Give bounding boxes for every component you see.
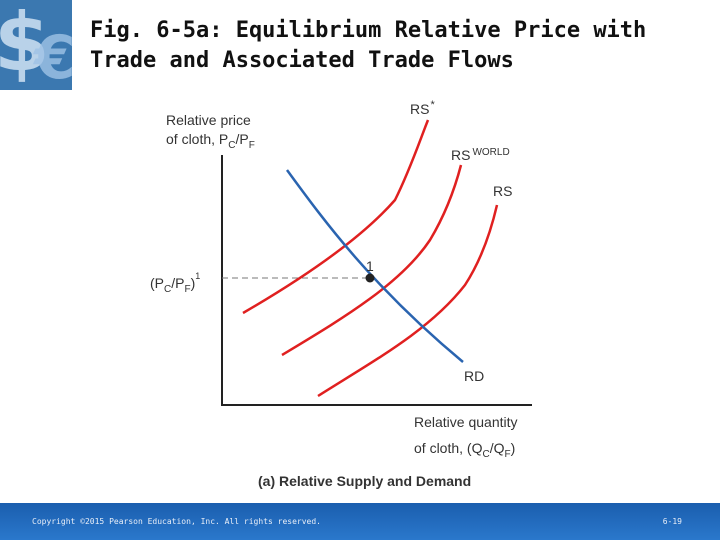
footer-bar: Copyright ©2015 Pearson Education, Inc. … [0,503,720,540]
rs-world-label: RS WORLD [451,147,510,163]
rs-world-curve [281,164,463,357]
price-label-superscript: 1 [195,271,200,281]
price-label-close: ) [191,275,196,291]
y-axis-label-sub-c: C [228,140,235,151]
x-axis-label-sub-c: C [482,449,489,460]
svg-text:€: € [32,23,72,90]
y-axis-label-sub-f: F [249,140,255,151]
rd-label: RD [464,368,484,384]
rs-star-label-mark: * [430,99,435,111]
equilibrium-point-label: 1 [366,258,374,274]
x-axis-label-sub-f: F [504,449,510,460]
price-label-open: (P [150,275,164,291]
x-axis-label-main: of cloth, (Q [414,440,483,456]
rs-label: RS [493,183,512,199]
page-number: 6-19 [662,517,682,526]
rd-curve [285,169,464,363]
x-axis-label-close: ) [511,440,516,456]
rs-world-label-superscript: WORLD [472,147,509,158]
slide-title-line-1: Fig. 6-5a: Equilibrium Relative Price wi… [90,18,647,43]
rs-star-label: RS* [410,99,435,117]
y-axis-label-slash: /P [236,131,249,147]
dollar-euro-currency-icon: $ € [0,0,72,90]
rs-curve [317,204,499,398]
price-label-sub-f: F [184,284,190,295]
equilibrium-price-label: (PC/PF)1 [150,271,200,295]
equilibrium-point [365,273,375,283]
svg-text:$: $ [0,0,50,89]
publisher-logo: $ € [0,0,72,90]
y-axis-label-line-2: of cloth, PC/PF [166,131,255,151]
figure-caption: (a) Relative Supply and Demand [258,473,471,489]
slide-title-line-2: Trade and Associated Trade Flows [90,48,514,73]
rs-world-label-text: RS [451,147,470,163]
slide-title: Fig. 6-5a: Equilibrium Relative Price wi… [90,16,710,76]
price-label-sub-c: C [164,284,171,295]
x-axis-label-line-1: Relative quantity [414,414,518,430]
price-label-slash: /P [171,275,184,291]
y-axis-label-line-1: Relative price [166,112,251,128]
rs-star-label-text: RS [410,101,429,117]
rs-star-curve [242,119,430,315]
x-axis-label-slash: /Q [490,440,505,456]
y-axis-label-main: of cloth, P [166,131,228,147]
x-axis-label-line-2: of cloth, (QC/QF) [414,440,515,460]
copyright-text: Copyright ©2015 Pearson Education, Inc. … [32,517,321,526]
